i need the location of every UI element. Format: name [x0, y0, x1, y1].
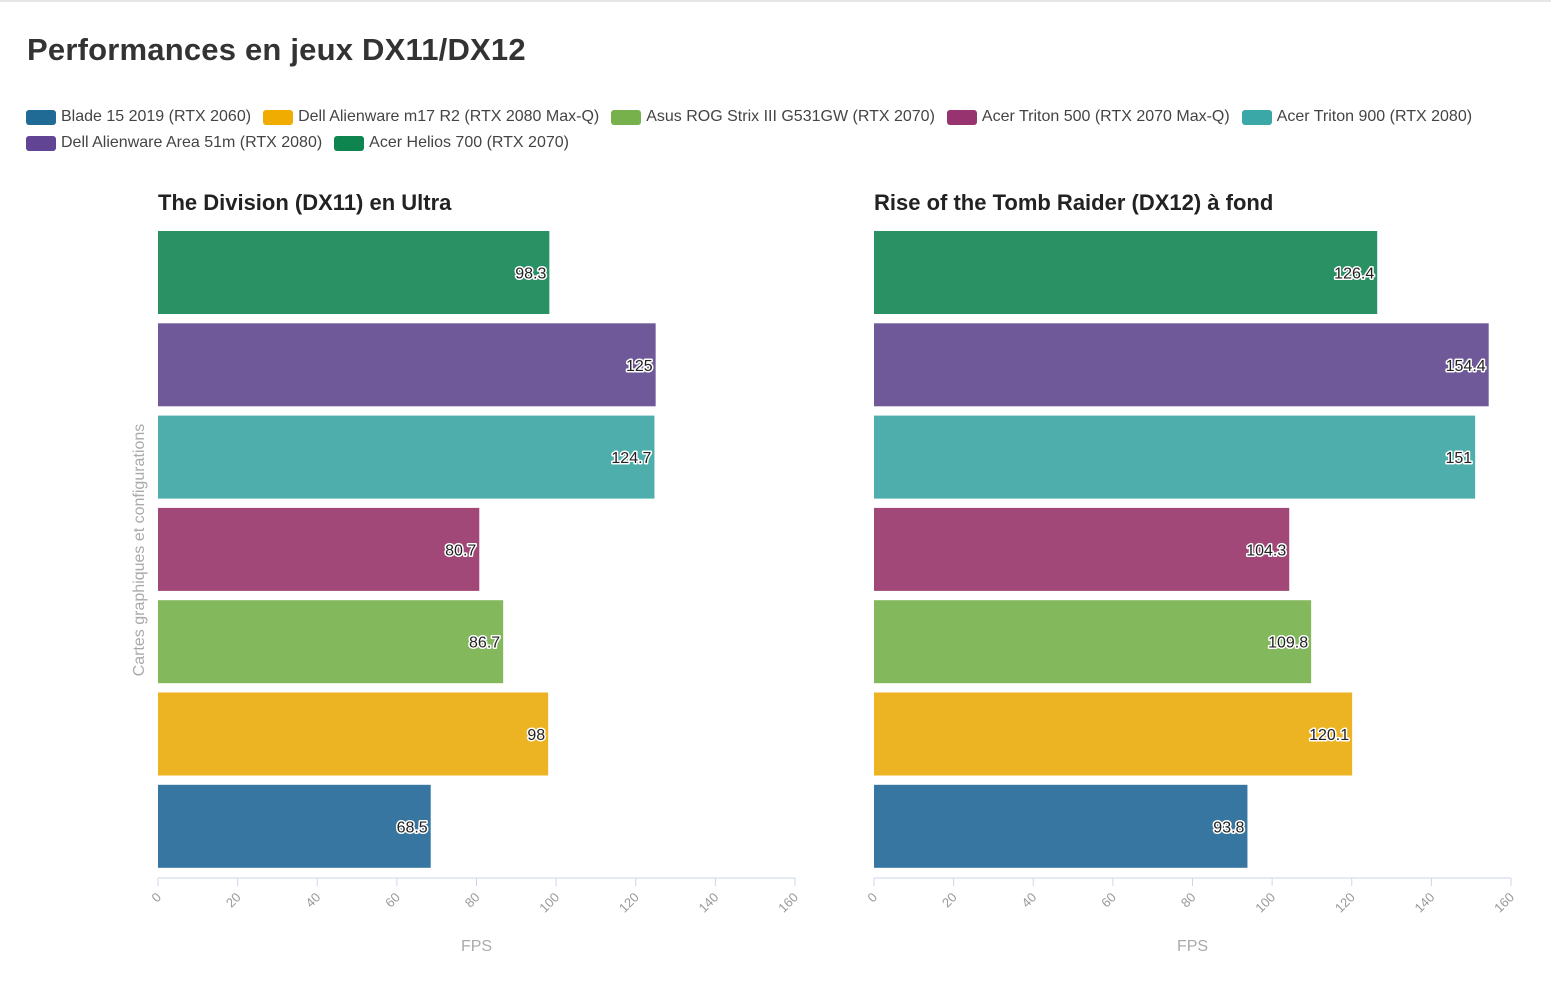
x-tick-label: 100 — [536, 890, 562, 916]
legend-item[interactable]: Dell Alienware m17 R2 (RTX 2080 Max-Q) — [263, 107, 599, 127]
value-label: 86.7 — [469, 635, 500, 652]
legend-label: Acer Triton 900 (RTX 2080) — [1276, 108, 1473, 125]
x-tick-label: 140 — [1412, 890, 1438, 916]
bar[interactable] — [158, 231, 550, 314]
legend-item[interactable]: Asus ROG Strix III G531GW (RTX 2070) — [611, 107, 935, 127]
x-axis-title: FPS — [461, 938, 492, 955]
legend-item[interactable]: Acer Triton 900 (RTX 2080) — [1241, 107, 1473, 127]
bar[interactable] — [158, 415, 655, 499]
x-tick-label: 60 — [382, 890, 403, 911]
value-label: 120.1 — [1309, 727, 1349, 744]
bar[interactable] — [874, 507, 1290, 591]
value-label: 98 — [527, 727, 545, 744]
value-label: 109.8 — [1268, 635, 1308, 652]
top-divider — [0, 0, 1551, 2]
bar[interactable] — [874, 600, 1312, 684]
x-tick-label: 60 — [1098, 890, 1119, 911]
x-tick-label: 0 — [864, 890, 880, 906]
bar[interactable] — [874, 692, 1353, 776]
legend-swatch — [26, 109, 56, 125]
bar[interactable] — [874, 323, 1489, 407]
page-title: Performances en jeux DX11/DX12 — [27, 32, 526, 67]
legend-swatch — [263, 109, 294, 125]
legend-label: Dell Alienware m17 R2 (RTX 2080 Max-Q) — [298, 108, 600, 125]
value-label: 125 — [626, 358, 653, 375]
bar[interactable] — [874, 415, 1476, 499]
legend-item[interactable]: Acer Triton 500 (RTX 2070 Max-Q) — [946, 107, 1230, 127]
legend-label: Dell Alienware Area 51m (RTX 2080) — [61, 134, 323, 151]
value-label: 98.3 — [515, 266, 546, 283]
x-axis-title: FPS — [1177, 938, 1208, 955]
chart-title: Rise of the Tomb Raider (DX12) à fond — [874, 190, 1273, 215]
value-label: 151 — [1445, 450, 1472, 467]
legend-label: Blade 15 2019 (RTX 2060) — [61, 108, 252, 125]
x-tick-label: 0 — [148, 890, 164, 906]
legend: Blade 15 2019 (RTX 2060) Dell Alienware … — [26, 107, 1526, 153]
value-label: 80.7 — [445, 542, 476, 559]
bar[interactable] — [158, 600, 504, 684]
x-tick-label: 80 — [462, 890, 483, 911]
value-label: 93.8 — [1213, 819, 1244, 836]
bar[interactable] — [158, 784, 431, 868]
x-tick-label: 20 — [939, 890, 960, 911]
chart-title: The Division (DX11) en Ultra — [158, 190, 452, 215]
value-label: 154.4 — [1446, 358, 1486, 375]
legend-swatch — [946, 109, 977, 125]
x-tick-label: 40 — [303, 890, 324, 911]
x-tick-label: 160 — [1491, 890, 1517, 916]
bar[interactable] — [874, 231, 1378, 314]
x-tick-label: 140 — [696, 890, 722, 916]
legend-label: Acer Triton 500 (RTX 2070 Max-Q) — [981, 108, 1230, 125]
value-label: 126.4 — [1334, 266, 1374, 283]
x-tick-label: 100 — [1252, 890, 1278, 916]
legend-swatch — [334, 135, 365, 151]
x-tick-label: 20 — [223, 890, 244, 911]
legend-swatch — [26, 135, 56, 151]
value-label: 104.3 — [1246, 542, 1286, 559]
legend-label: Asus ROG Strix III G531GW (RTX 2070) — [646, 108, 935, 125]
x-tick-label: 160 — [775, 890, 801, 916]
bar[interactable] — [158, 507, 480, 591]
x-tick-label: 40 — [1019, 890, 1040, 911]
value-label: 68.5 — [397, 819, 428, 836]
x-tick-label: 120 — [616, 890, 642, 916]
bar[interactable] — [158, 692, 549, 776]
legend-swatch — [611, 109, 642, 125]
legend-item[interactable]: Dell Alienware Area 51m (RTX 2080) — [26, 133, 322, 153]
legend-label: Acer Helios 700 (RTX 2070) — [369, 134, 569, 151]
x-tick-label: 120 — [1332, 890, 1358, 916]
legend-item[interactable]: Acer Helios 700 (RTX 2070) — [334, 133, 569, 153]
legend-item[interactable]: Blade 15 2019 (RTX 2060) — [26, 107, 251, 127]
value-label: 124.7 — [611, 450, 651, 467]
bar[interactable] — [874, 784, 1248, 868]
y-axis-title: Cartes graphiques et configurations — [131, 424, 148, 677]
bar[interactable] — [158, 323, 656, 407]
x-tick-label: 80 — [1178, 890, 1199, 911]
legend-swatch — [1241, 109, 1272, 125]
